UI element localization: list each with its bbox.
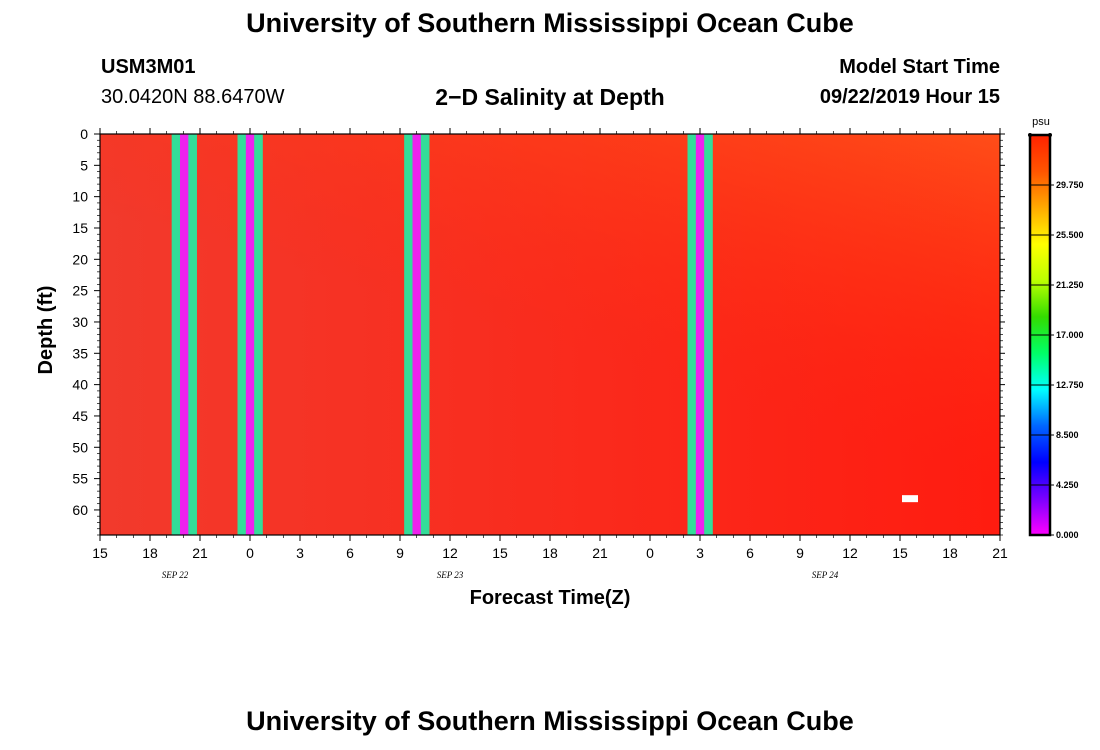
- model-start-time: 09/22/2019 Hour 15: [819, 86, 1000, 108]
- data-gap-stripe: [188, 134, 197, 535]
- data-gap-stripe: [704, 134, 713, 535]
- y-tick-label: 45: [72, 408, 88, 424]
- data-gap-stripe: [687, 134, 697, 535]
- page-title: University of Southern Mississippi Ocean…: [246, 8, 854, 38]
- x-tick-label: 3: [296, 545, 304, 561]
- x-tick-label: 18: [142, 545, 158, 561]
- data-gap-stripe: [254, 134, 263, 535]
- salinity-field-shading: [100, 134, 1000, 535]
- date-label: SEP 24: [812, 570, 839, 580]
- x-tick-label: 21: [192, 545, 208, 561]
- y-tick-label: 30: [72, 314, 88, 330]
- y-tick-label: 20: [72, 251, 88, 267]
- data-gap-stripe: [180, 134, 189, 535]
- colorbar-end-dot: [1048, 133, 1052, 137]
- x-tick-label: 15: [492, 545, 508, 561]
- y-axis-title: Depth (ft): [35, 286, 57, 375]
- x-axis-title: Forecast Time(Z): [470, 587, 631, 609]
- model-start-label: Model Start Time: [839, 56, 1000, 78]
- x-tick-label: 9: [396, 545, 404, 561]
- station-id: USM3M01: [101, 56, 196, 78]
- y-tick-label: 5: [80, 157, 88, 173]
- x-tick-label: 12: [442, 545, 458, 561]
- y-tick-label: 25: [72, 283, 88, 299]
- colorbar-unit: psu: [1032, 116, 1050, 128]
- x-tick-label: 15: [892, 545, 908, 561]
- y-tick-label: 10: [72, 189, 88, 205]
- data-gap-stripe: [245, 134, 255, 535]
- x-tick-label: 0: [646, 545, 654, 561]
- colorbar-end-dot: [1028, 133, 1032, 137]
- y-tick-label: 60: [72, 502, 88, 518]
- y-tick-label: 15: [72, 220, 88, 236]
- date-label: SEP 23: [437, 570, 464, 580]
- x-tick-label: 21: [592, 545, 608, 561]
- x-tick-label: 6: [746, 545, 754, 561]
- colorbar-tick-label: 4.250: [1056, 480, 1079, 490]
- data-gap-stripe: [237, 134, 247, 535]
- y-tick-label: 50: [72, 439, 88, 455]
- colorbar-tick-label: 0.000: [1056, 530, 1079, 540]
- x-tick-label: 18: [942, 545, 958, 561]
- y-tick-label: 40: [72, 377, 88, 393]
- date-label: SEP 22: [162, 570, 189, 580]
- data-gap-stripe: [412, 134, 422, 535]
- x-tick-label: 15: [92, 545, 108, 561]
- footer-title: University of Southern Mississippi Ocean…: [246, 706, 854, 736]
- x-tick-label: 12: [842, 545, 858, 561]
- data-gap-stripe: [420, 134, 430, 535]
- colorbar-tick-label: 21.250: [1056, 280, 1084, 290]
- x-tick-label: 18: [542, 545, 558, 561]
- station-coordinates: 30.0420N 88.6470W: [101, 86, 285, 108]
- data-marker: [902, 495, 918, 503]
- y-tick-label: 55: [72, 471, 88, 487]
- colorbar-tick-label: 12.750: [1056, 380, 1084, 390]
- x-tick-label: 9: [796, 545, 804, 561]
- colorbar-tick-label: 17.000: [1056, 330, 1084, 340]
- x-tick-label: 21: [992, 545, 1008, 561]
- x-tick-label: 0: [246, 545, 254, 561]
- colorbar-tick-label: 29.750: [1056, 180, 1084, 190]
- colorbar-tick-label: 25.500: [1056, 230, 1084, 240]
- plot-title: 2−D Salinity at Depth: [435, 84, 665, 110]
- data-gap-stripe: [171, 134, 181, 535]
- x-tick-label: 6: [346, 545, 354, 561]
- colorbar-tick-label: 8.500: [1056, 430, 1079, 440]
- y-tick-label: 35: [72, 345, 88, 361]
- x-tick-label: 3: [696, 545, 704, 561]
- data-gap-stripe: [404, 134, 413, 535]
- data-gap-stripe: [695, 134, 705, 535]
- y-tick-label: 0: [80, 126, 88, 142]
